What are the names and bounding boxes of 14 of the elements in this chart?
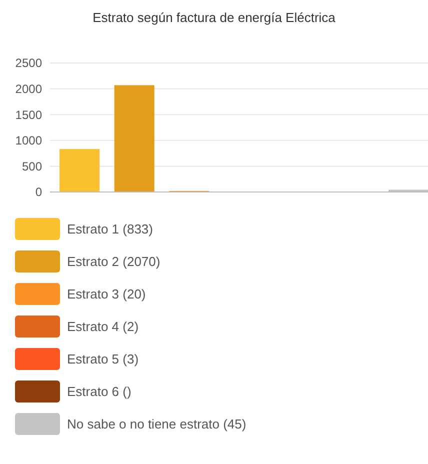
legend-label: Estrato 2 (2070) xyxy=(67,254,160,270)
y-tick-label: 1000 xyxy=(15,134,42,148)
y-tick-label: 500 xyxy=(22,159,42,174)
y-tick-label: 2500 xyxy=(15,56,42,70)
legend-label: Estrato 4 (2) xyxy=(67,319,139,334)
legend-label: Estrato 5 (3) xyxy=(67,352,139,367)
legend-label: Estrato 6 () xyxy=(67,384,132,400)
chart-title: Estrato según factura de energía Eléctrica xyxy=(92,10,336,25)
y-tick-label: 0 xyxy=(35,185,42,200)
legend-label: Estrato 3 (20) xyxy=(67,286,146,302)
legend-label: Estrato 1 (833) xyxy=(67,222,153,237)
y-tick-label: 1500 xyxy=(15,108,42,122)
legend-label: No sabe o no tiene estrato (45) xyxy=(67,416,246,432)
y-tick-label: 2000 xyxy=(15,82,42,96)
